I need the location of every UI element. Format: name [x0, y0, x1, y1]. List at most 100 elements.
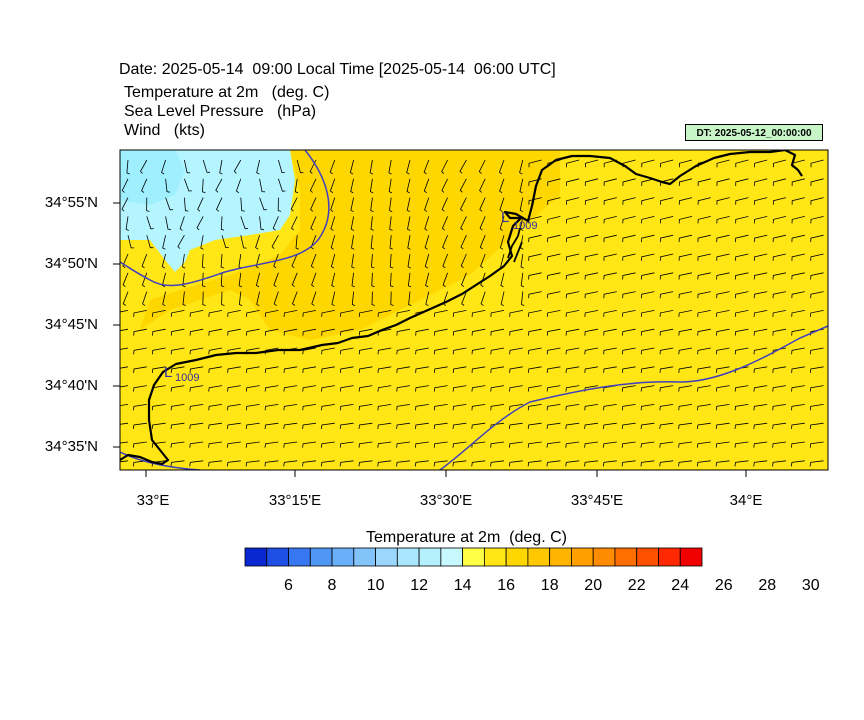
wind-barb: [201, 253, 206, 269]
wind-barb: [566, 159, 580, 168]
wind-barb: [715, 460, 730, 467]
wind-barb: [227, 385, 241, 392]
wind-barb: [321, 385, 335, 392]
wind-barb: [265, 480, 279, 486]
wind-barb: [321, 310, 335, 317]
wind-barb: [499, 235, 505, 250]
wind-barb: [133, 310, 147, 317]
wind-barb: [810, 347, 824, 355]
colorbar-box: [396, 547, 420, 567]
wind-barb: [302, 441, 317, 448]
wind-barb: [753, 404, 768, 411]
wind-barb: [697, 234, 711, 243]
wind-barb: [227, 366, 241, 373]
wind-barb: [697, 366, 711, 373]
wind-barb: [640, 328, 655, 336]
wind-barb: [303, 480, 317, 486]
wind-barb: [520, 253, 524, 269]
wind-barb: [452, 366, 467, 373]
variable-temperature: Temperature at 2m (deg. C): [124, 84, 330, 101]
wind-barb: [735, 159, 749, 168]
wind-barb: [471, 385, 486, 392]
wind-barb: [425, 291, 430, 307]
wind-barb: [716, 178, 730, 187]
wind-barb: [791, 234, 805, 243]
wind-barb: [406, 197, 411, 213]
wind-barb: [184, 197, 189, 212]
wind-barb: [715, 422, 730, 430]
wind-barb: [754, 197, 768, 205]
wind-barb: [621, 422, 636, 430]
wind-barb: [584, 291, 599, 299]
wind-barb: [310, 253, 317, 269]
variable-wind: Wind (kts): [124, 122, 205, 139]
wind-barb: [490, 460, 505, 467]
wind-barb: [791, 178, 805, 187]
wind-barb: [459, 159, 467, 174]
wind-barb: [283, 441, 298, 448]
wind-barb: [528, 291, 542, 299]
wind-barb: [509, 385, 523, 392]
wind-barb: [179, 216, 185, 231]
wind-barb: [208, 366, 223, 373]
wind-barb: [283, 404, 298, 411]
low-value: 1009: [175, 372, 199, 384]
wind-barb: [246, 366, 260, 373]
wind-barb: [499, 197, 505, 212]
wind-barb: [433, 404, 448, 411]
wind-barb: [407, 272, 412, 288]
wind-barb: [565, 385, 580, 392]
wind-barb: [791, 310, 805, 317]
wind-barb: [697, 328, 711, 336]
wind-barb: [358, 422, 373, 430]
wind-barb: [622, 328, 636, 336]
wind-barb: [528, 328, 542, 336]
lon-label: 33°E: [136, 492, 170, 509]
wind-barb: [810, 234, 824, 243]
wind-barb: [659, 347, 674, 355]
colorbar-box: [266, 547, 289, 567]
wind-barb: [547, 272, 561, 280]
wind-barb: [603, 328, 617, 336]
wind-barb: [424, 216, 430, 231]
wind-barb: [371, 272, 375, 288]
wind-barb: [521, 291, 525, 306]
wind-barb: [565, 460, 580, 467]
wind-barb: [330, 235, 336, 250]
wind-barb: [358, 366, 373, 373]
wind-barb: [772, 310, 787, 317]
wind-barb: [407, 253, 411, 269]
wind-barb: [433, 460, 448, 467]
wind-barb: [499, 178, 505, 194]
wind-barb: [528, 480, 542, 486]
wind-barb: [162, 235, 166, 250]
wind-barb: [264, 328, 279, 336]
wind-barb: [509, 441, 523, 448]
wind-barb: [697, 404, 711, 411]
wind-barb: [133, 480, 147, 486]
wind-barb: [127, 235, 135, 249]
wind-barb: [791, 422, 805, 430]
wind-barb: [452, 385, 467, 392]
wind-barb: [790, 460, 805, 467]
wind-barb: [329, 159, 336, 175]
wind-barb: [189, 441, 204, 448]
wind-barb: [219, 159, 223, 175]
wind-barb: [309, 178, 317, 193]
wind-barb: [640, 385, 655, 392]
wind-barb: [697, 272, 711, 280]
wind-barb: [377, 441, 392, 448]
wind-barb: [452, 422, 467, 430]
wind-barb: [208, 404, 223, 411]
wind-barb: [141, 253, 148, 269]
wind-barb: [396, 460, 411, 467]
wind-barb: [810, 310, 824, 317]
wind-barb: [277, 197, 282, 212]
wind-barb: [358, 310, 373, 317]
wind-barb: [603, 441, 617, 448]
wind-barb: [791, 441, 805, 448]
lon-label: 33°30'E: [419, 492, 473, 509]
wind-barb: [735, 291, 749, 299]
wind-barb: [202, 272, 206, 288]
colorbar-box: [679, 547, 703, 567]
